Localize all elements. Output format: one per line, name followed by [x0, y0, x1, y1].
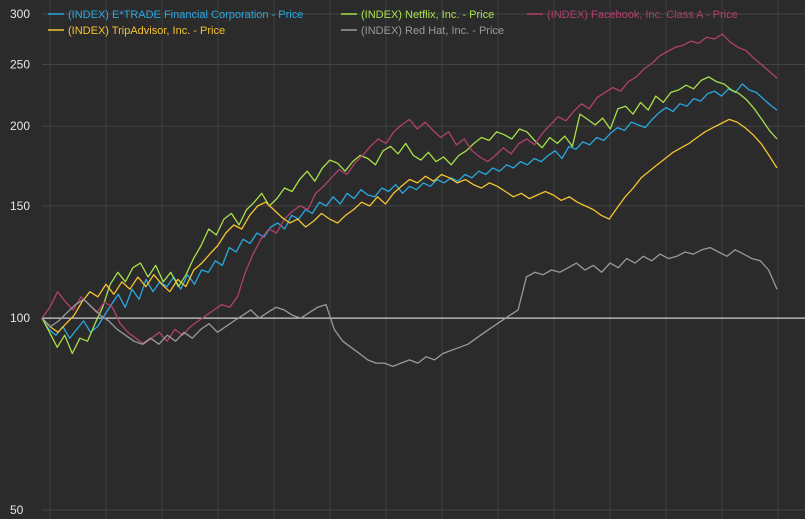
- legend-entry: (INDEX) TripAdvisor, Inc. - Price: [68, 25, 225, 37]
- y-tick-label: 150: [10, 199, 30, 213]
- legend-entry: (INDEX) Facebook, Inc. Class A - Price: [547, 9, 738, 21]
- series-line-0: [41, 83, 778, 339]
- series-line-3: [41, 118, 778, 333]
- legend-entry: (INDEX) E*TRADE Financial Corporation - …: [68, 9, 303, 21]
- y-tick-label: 250: [10, 57, 30, 71]
- y-axis: 50 100 150 200 250 300: [10, 7, 805, 517]
- legend: (INDEX) E*TRADE Financial Corporation - …: [48, 9, 738, 37]
- y-tick-label: 50: [10, 503, 24, 517]
- series-line-4: [41, 246, 778, 368]
- y-tick-label: 200: [10, 119, 30, 133]
- grid-lines: [49, 0, 779, 519]
- y-tick-label: 100: [10, 311, 30, 325]
- series-line-2: [41, 33, 778, 345]
- series-line-1: [41, 76, 778, 355]
- series-lines: [41, 33, 778, 368]
- legend-entry: (INDEX) Netflix, Inc. - Price: [361, 9, 494, 21]
- legend-entry: (INDEX) Red Hat, Inc. - Price: [361, 25, 504, 37]
- y-tick-label: 300: [10, 7, 30, 21]
